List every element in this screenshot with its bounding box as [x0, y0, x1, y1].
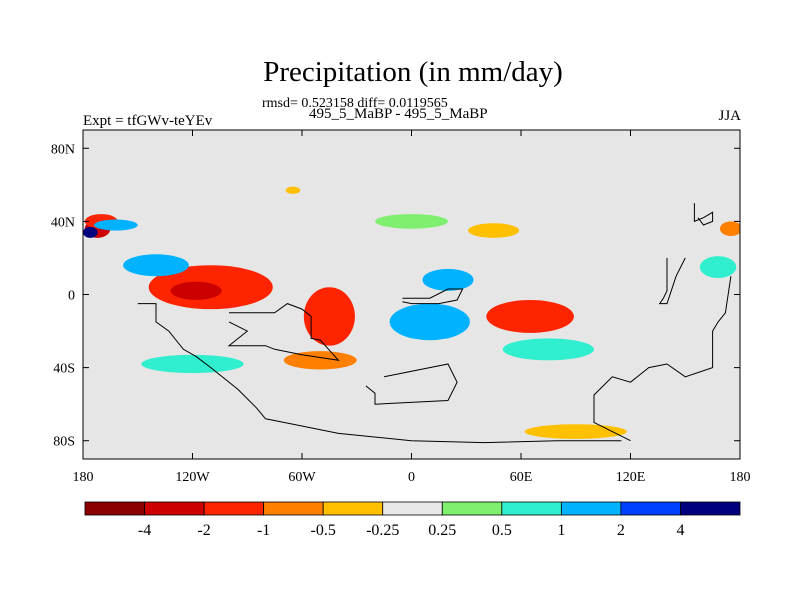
y-axis: 80N 40N 0 40S 80S — [51, 142, 740, 450]
colorbar-swatch-2 — [203, 501, 265, 516]
colorbar-label-9: 4 — [676, 522, 684, 539]
x-tick-label-4: 60E — [510, 470, 533, 485]
anomaly-region-13 — [283, 351, 357, 370]
colorbar-label-4: -0.25 — [366, 522, 399, 539]
anomaly-region-17 — [719, 221, 740, 237]
anomaly-region-7 — [303, 287, 355, 346]
colorbar-label-6: 0.5 — [492, 522, 512, 539]
colorbar-label-0: -4 — [138, 522, 151, 539]
y-tick-label-3: 40S — [53, 362, 75, 377]
x-tick-label-2: 60W — [288, 470, 316, 485]
experiment-label: Expt = tfGWv-teYEv — [83, 113, 213, 129]
x-tick-label-1: 120W — [175, 470, 210, 485]
coastline-4 — [658, 257, 686, 305]
colorbar-label-7: 1 — [557, 522, 565, 539]
colorbar-swatch-10 — [680, 501, 741, 516]
x-tick-label-3: 0 — [408, 470, 415, 485]
coastline-6 — [593, 276, 732, 442]
anomaly-region-8 — [389, 303, 470, 341]
colorbar-swatch-0 — [84, 501, 145, 516]
chart-title: Precipitation (in mm/day) — [263, 56, 563, 88]
coastline-0 — [137, 303, 622, 444]
anomaly-region-14 — [141, 354, 244, 374]
y-tick-label-2: 0 — [68, 289, 75, 304]
y-tick-label-1: 40N — [51, 215, 75, 230]
anomaly-region-3 — [83, 226, 98, 238]
colorbar-label-3: -0.5 — [311, 522, 336, 539]
anomaly-fields — [83, 186, 740, 439]
colorbar-swatch-4 — [322, 501, 384, 516]
anomaly-region-16 — [468, 223, 520, 238]
colorbar-label-8: 2 — [617, 522, 625, 539]
x-tick-label-0: 180 — [73, 470, 94, 485]
anomaly-region-11 — [502, 338, 594, 361]
season-label: JJA — [718, 108, 741, 124]
coastline-2 — [402, 288, 464, 305]
coastline-5 — [693, 203, 714, 226]
anomaly-region-12 — [524, 424, 627, 439]
colorbar-label-5: 0.25 — [428, 522, 456, 539]
colorbar-swatch-3 — [263, 501, 324, 516]
colorbar-label-2: -1 — [257, 522, 270, 539]
anomaly-region-9 — [422, 268, 474, 291]
continent-outlines — [137, 203, 732, 444]
colorbar-swatch-6 — [441, 501, 503, 516]
anomaly-region-5 — [170, 281, 222, 300]
stats-text: rmsd= 0.523158 diff= 0.0119565 — [262, 96, 448, 111]
colorbar-swatch-9 — [620, 501, 681, 516]
colorbar-label-1: -2 — [197, 522, 210, 539]
anomaly-region-18 — [699, 256, 737, 279]
coastline-1 — [227, 303, 340, 362]
x-axis: 180 120W 60W 0 60E 120E 180 — [73, 130, 751, 485]
colorbar-swatch-7 — [501, 501, 562, 516]
anomaly-region-2 — [93, 219, 138, 231]
y-tick-label-4: 80S — [53, 435, 75, 450]
anomaly-region-6 — [123, 254, 189, 277]
x-tick-label-6: 180 — [730, 470, 751, 485]
coastline-3 — [365, 363, 458, 405]
colorbar-swatch-5 — [382, 501, 443, 516]
x-tick-label-5: 120E — [616, 470, 646, 485]
colorbar-swatch-1 — [144, 501, 205, 516]
colorbar: -4 -2 -1 -0.5 -0.25 0.25 0.5 1 2 4 — [84, 501, 741, 539]
anomaly-region-19 — [285, 186, 301, 194]
anomaly-region-10 — [486, 299, 574, 333]
colorbar-swatch-8 — [560, 501, 622, 516]
anomaly-region-15 — [375, 214, 448, 229]
case-subtitle: 495_5_MaBP - 495_5_MaBP — [309, 106, 488, 122]
y-tick-label-0: 80N — [51, 142, 75, 157]
